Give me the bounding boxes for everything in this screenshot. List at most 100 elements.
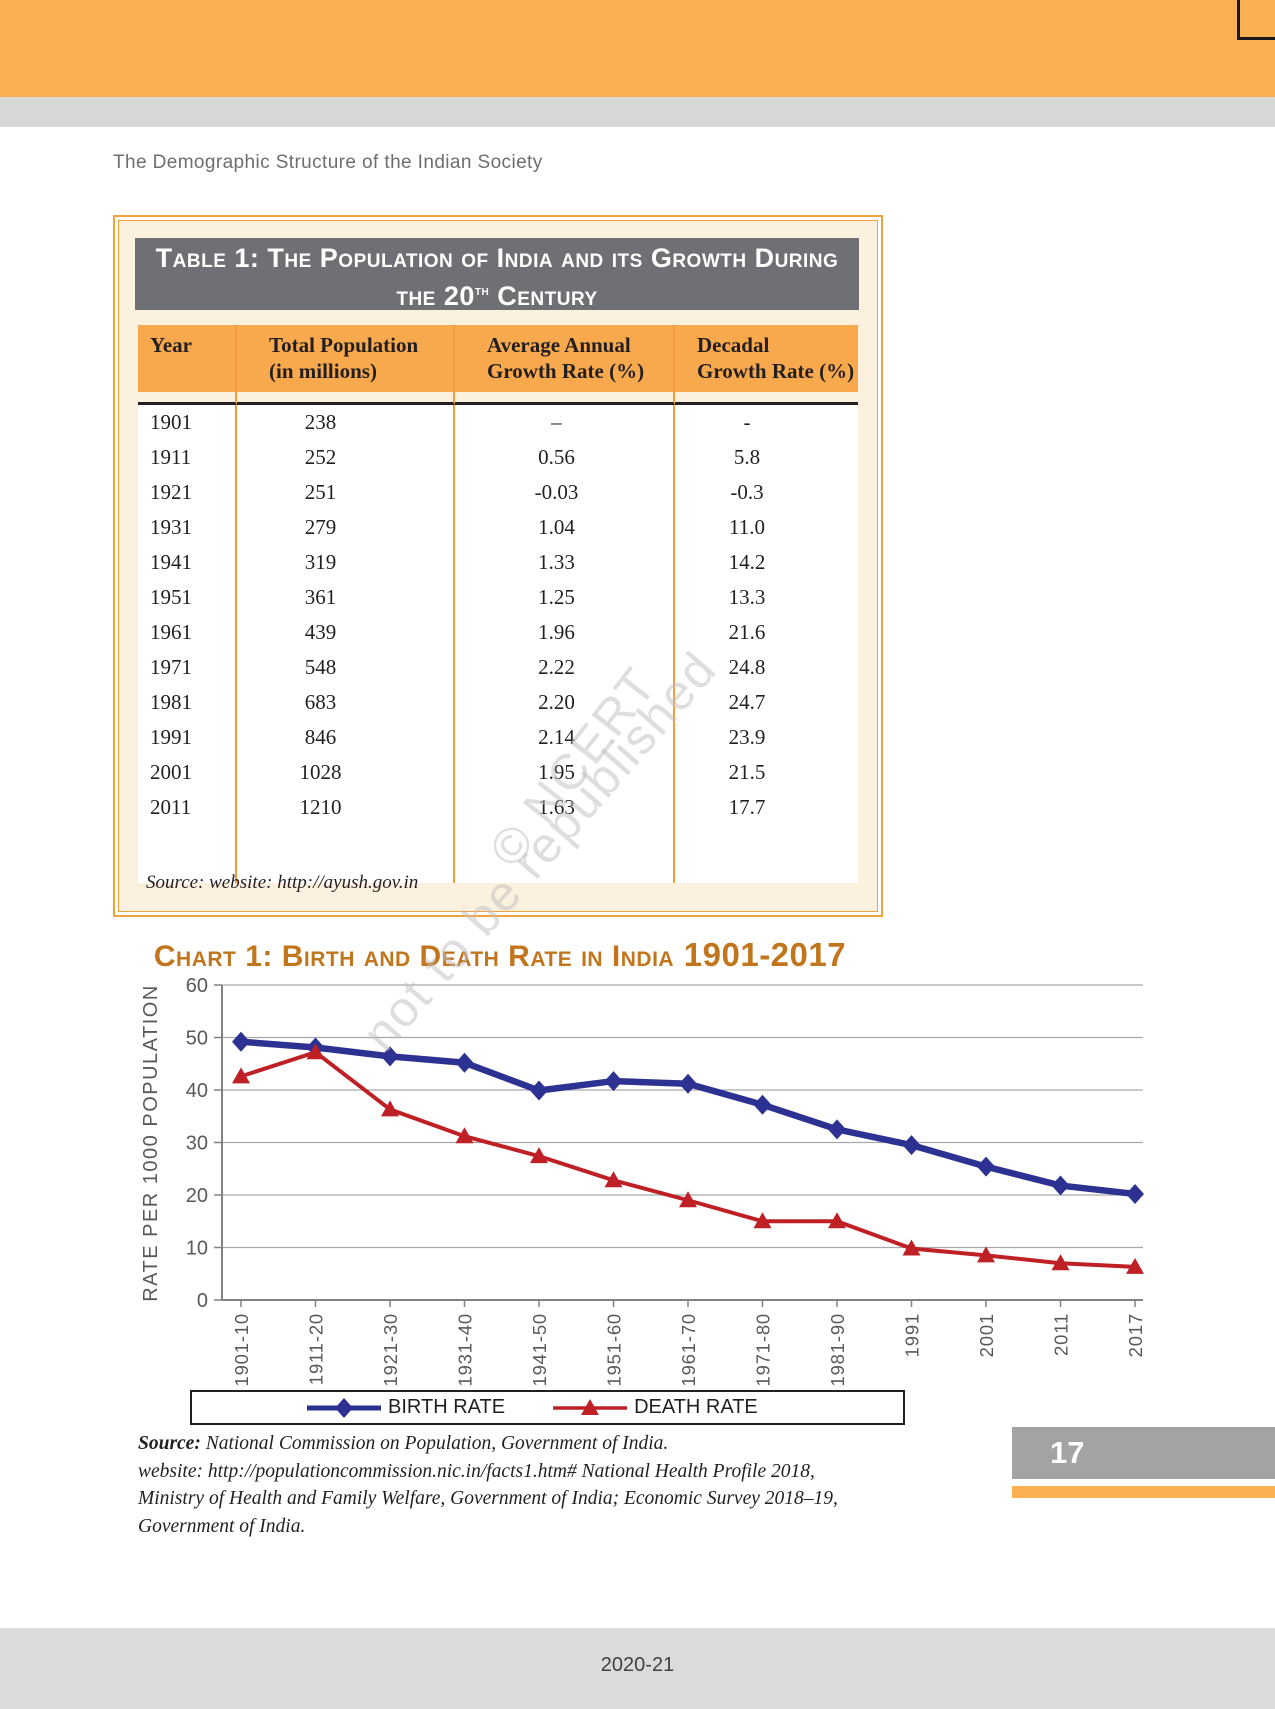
top-gray-band — [0, 97, 1275, 127]
table-cell: -0.03 — [455, 475, 675, 510]
death-rate-marker — [679, 1191, 697, 1208]
birth-rate-marker — [604, 1071, 623, 1092]
death-rate-marker — [455, 1127, 474, 1144]
table-cell: 1.95 — [455, 755, 675, 790]
table-cell: 1961 — [138, 615, 237, 650]
x-tick-label: 1971-80 — [753, 1313, 774, 1387]
table-cell: 2011 — [138, 790, 237, 825]
col-header-decadal-growth: Decadal Growth Rate (%) — [675, 325, 858, 392]
col-header-year: Year — [138, 325, 237, 392]
running-head: The Demographic Structure of the Indian … — [113, 152, 543, 173]
table-cell: 24.7 — [675, 685, 858, 720]
table-row: 1911 252 0.56 5.8 — [138, 440, 858, 475]
top-orange-band — [0, 0, 1275, 97]
y-tick-label: 0 — [197, 1290, 208, 1312]
page-badge-orange-bar — [1012, 1486, 1275, 1498]
table-cell: 1931 — [138, 510, 237, 545]
y-tick-label: 50 — [186, 1028, 208, 1050]
x-tick-label: 2011 — [1051, 1313, 1072, 1356]
x-tick-label: 1901-10 — [231, 1313, 252, 1387]
x-tick-label: 1921-30 — [380, 1313, 401, 1387]
header-gap-row — [138, 392, 858, 405]
chart-title: Chart 1: Birth and Death Rate in India 1… — [153, 936, 847, 973]
table-cell: 1210 — [237, 790, 455, 825]
superscript-th: th — [474, 283, 490, 299]
table-cell: 2.20 — [455, 685, 675, 720]
table-row: 1981 683 2.20 24.7 — [138, 685, 858, 720]
death-rate-marker — [530, 1147, 548, 1164]
table-cell: 21.6 — [675, 615, 858, 650]
y-tick-label: 30 — [186, 1133, 208, 1155]
birth-rate-marker — [977, 1156, 995, 1177]
col-header-annual-growth: Average Annual Growth Rate (%) — [455, 325, 675, 392]
x-tick-label: 1991 — [902, 1313, 923, 1357]
table-row: 1931 279 1.04 11.0 — [138, 510, 858, 545]
table-title: Table 1: The Population of India and its… — [135, 238, 859, 311]
x-tick-label: 1951-60 — [604, 1313, 625, 1387]
table-cell: 11.0 — [675, 510, 858, 545]
table-title-line2: the 20th Century — [396, 281, 598, 311]
table-row: 1991 846 2.14 23.9 — [138, 720, 858, 755]
table-cell: 1911 — [138, 440, 237, 475]
table-cell: - — [675, 405, 858, 440]
x-tick-label: 1961-70 — [678, 1313, 699, 1387]
table-row: 1951 361 1.25 13.3 — [138, 580, 858, 615]
death-rate-marker — [902, 1239, 921, 1256]
corner-mark — [1237, 0, 1275, 40]
page-number-badge: 17 — [1012, 1427, 1275, 1479]
x-tick-label: 1941-50 — [529, 1313, 550, 1387]
death-rate-marker — [1051, 1254, 1070, 1271]
table-cell: 1.96 — [455, 615, 675, 650]
table-cell: 439 — [237, 615, 455, 650]
birth-rate-marker — [455, 1052, 474, 1073]
table-cell: 1.33 — [455, 545, 675, 580]
table-cell: 548 — [237, 650, 455, 685]
table-cell: 1951 — [138, 580, 237, 615]
footer-band: 2020-21 — [0, 1628, 1275, 1709]
legend-label: BIRTH RATE — [388, 1396, 506, 1418]
table-cell: 1981 — [138, 685, 237, 720]
population-table: Year Total Population (in millions) Avera… — [138, 325, 858, 883]
chart-source-label: Source: — [138, 1433, 201, 1454]
x-tick-label: 2001 — [976, 1313, 997, 1357]
table-cell: 846 — [237, 720, 455, 755]
legend-item: BIRTH RATE — [307, 1396, 505, 1419]
death-rate-marker — [753, 1212, 772, 1229]
birth-rate-marker — [530, 1080, 548, 1101]
birth-rate-marker — [828, 1119, 846, 1140]
death-rate-marker — [1126, 1257, 1144, 1274]
table-cell: – — [455, 405, 675, 440]
table-cell: 2.22 — [455, 650, 675, 685]
death-rate-legend-glyph — [553, 1398, 628, 1415]
birth-rate-marker — [381, 1046, 399, 1067]
table-header-row: Year Total Population (in millions) Avera… — [138, 325, 858, 392]
table-cell: 1971 — [138, 650, 237, 685]
table-cell: 1.63 — [455, 790, 675, 825]
table-cell: 361 — [237, 580, 455, 615]
table-cell: 2001 — [138, 755, 237, 790]
x-tick-label: 2017 — [1125, 1313, 1145, 1357]
table-row: 1901 238– - — [138, 405, 858, 440]
table-cell: 1.25 — [455, 580, 675, 615]
birth-rate-marker — [1126, 1183, 1144, 1204]
table-title-line1: Table 1: The Population of India and its… — [155, 243, 839, 273]
table-source: Source: website: http://ayush.gov.in — [146, 872, 419, 893]
table-row: 1971 548 2.22 24.8 — [138, 650, 858, 685]
birth-rate-line — [240, 1038, 1136, 1198]
table-cell: 0.56 — [455, 440, 675, 475]
population-table-body: 1901 238– -1911 252 0.56 5.8 1921 251 -0.03 -0.3 1… — [138, 405, 858, 883]
table-cell: 21.5 — [675, 755, 858, 790]
table-cell: 319 — [237, 545, 455, 580]
table-cell: 279 — [237, 510, 455, 545]
birth-rate-marker — [1051, 1175, 1070, 1196]
table-spacer-row — [138, 825, 858, 883]
table-cell: 1028 — [237, 755, 455, 790]
birth-rate-marker — [679, 1073, 697, 1094]
y-tick-label: 10 — [186, 1238, 208, 1260]
death-rate-marker — [828, 1212, 846, 1229]
x-tick-label: 1911-20 — [306, 1313, 327, 1385]
table-cell: -0.3 — [675, 475, 858, 510]
death-rate-marker — [232, 1067, 250, 1084]
footer-text: 2020-21 — [600, 1654, 675, 1676]
death-rate-marker — [306, 1043, 325, 1060]
